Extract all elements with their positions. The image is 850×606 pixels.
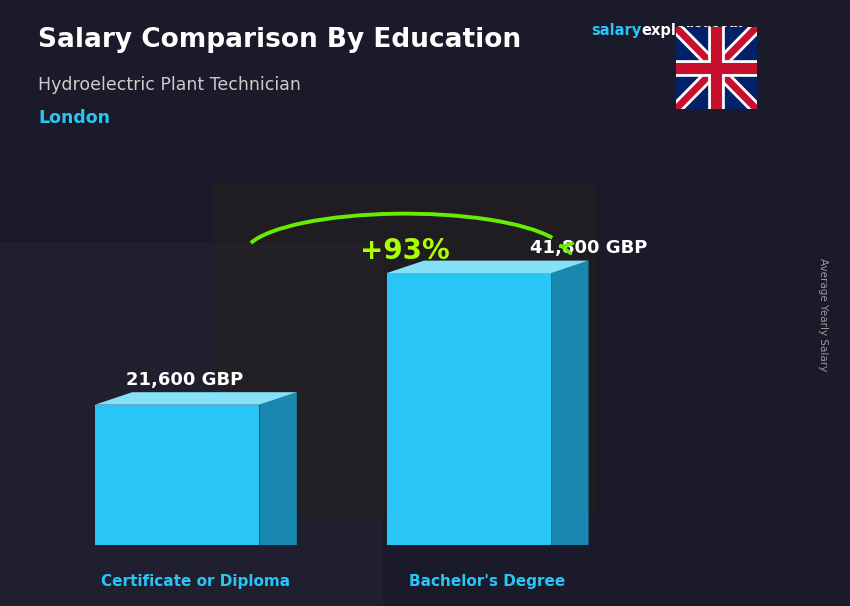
Bar xyxy=(95,405,259,545)
Text: salary: salary xyxy=(591,23,641,38)
Text: Salary Comparison By Education: Salary Comparison By Education xyxy=(38,27,521,53)
Text: explorer: explorer xyxy=(642,23,711,38)
Polygon shape xyxy=(387,261,588,273)
Bar xyxy=(212,182,595,515)
Text: 41,800 GBP: 41,800 GBP xyxy=(530,239,647,258)
Text: Bachelor's Degree: Bachelor's Degree xyxy=(410,573,566,588)
Bar xyxy=(0,242,382,606)
Text: Certificate or Diploma: Certificate or Diploma xyxy=(101,573,291,588)
Polygon shape xyxy=(551,261,588,545)
Text: London: London xyxy=(38,109,110,127)
Polygon shape xyxy=(259,392,297,545)
Polygon shape xyxy=(95,392,297,405)
Bar xyxy=(387,273,551,545)
Text: +93%: +93% xyxy=(360,237,450,265)
Text: 21,600 GBP: 21,600 GBP xyxy=(126,371,243,389)
Text: .com: .com xyxy=(706,23,745,38)
Text: Hydroelectric Plant Technician: Hydroelectric Plant Technician xyxy=(38,76,301,94)
Text: Average Yearly Salary: Average Yearly Salary xyxy=(818,259,828,371)
